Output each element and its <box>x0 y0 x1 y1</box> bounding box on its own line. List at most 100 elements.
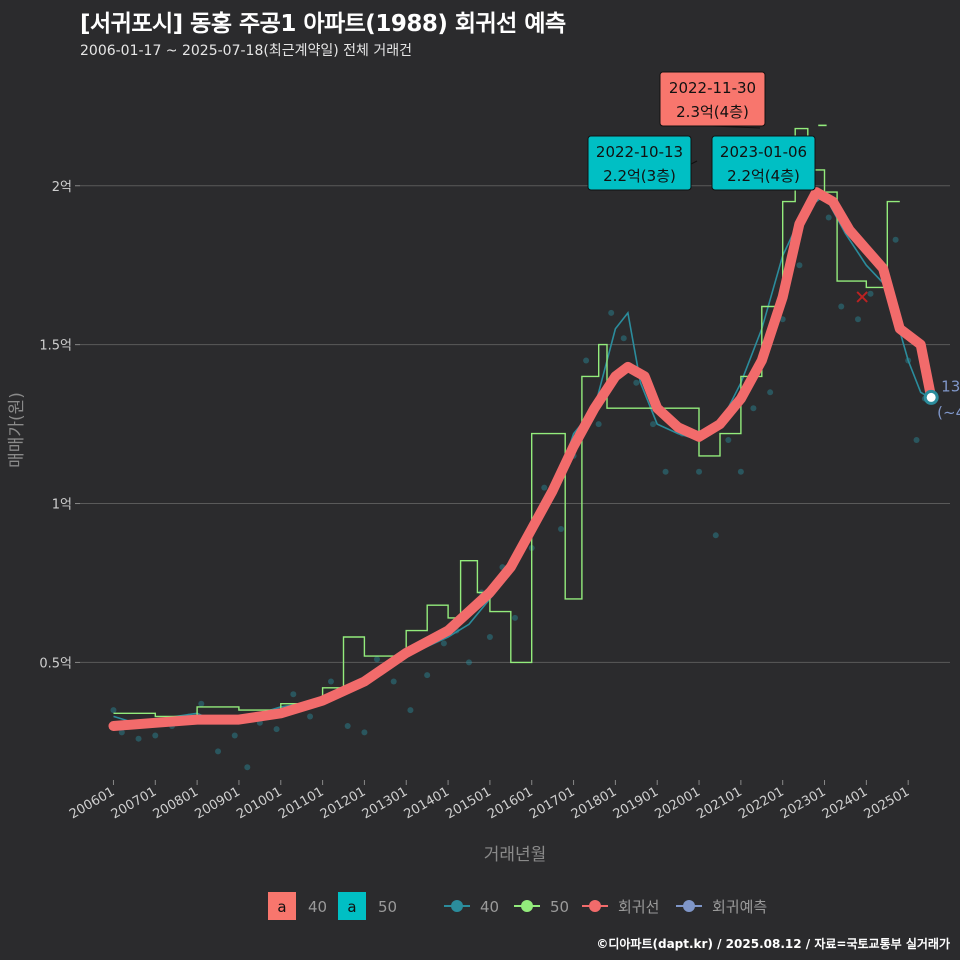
scatter-point <box>390 678 397 685</box>
scatter-point <box>620 335 627 342</box>
x-tick-label: 200801 <box>151 784 201 822</box>
x-tick-label: 202101 <box>694 784 744 822</box>
scatter-point <box>465 659 472 666</box>
chart-title: [서귀포시] 동홍 주공1 아파트(1988) 회귀선 예측 <box>80 11 566 37</box>
legend-line-label: 회귀예측 <box>712 898 767 916</box>
legend-fill-key: a <box>347 898 356 916</box>
scatter-point <box>696 468 703 475</box>
legend-line-dot <box>451 900 463 912</box>
scatter-point <box>662 468 669 475</box>
legend-line-label: 50 <box>550 898 569 916</box>
y-tick-label: 1억 <box>52 498 72 513</box>
x-tick-label: 201901 <box>611 784 661 822</box>
scatter-point <box>712 532 719 539</box>
scatter-point <box>244 764 251 771</box>
cross-marker <box>856 291 868 303</box>
x-tick-label: 200701 <box>109 784 159 822</box>
x-tick-label: 202401 <box>820 784 870 822</box>
scatter-point <box>737 468 744 475</box>
legend-fill-label: 50 <box>378 898 397 916</box>
x-tick-label: 201201 <box>318 784 368 822</box>
scatter-points <box>110 182 928 771</box>
grid-lines <box>80 185 950 663</box>
x-tick-label: 201601 <box>485 784 535 822</box>
scatter-point <box>486 634 493 640</box>
scatter-point <box>198 700 205 707</box>
annotation-box <box>587 135 692 191</box>
x-tick-label: 200901 <box>192 784 242 822</box>
series-40-line <box>113 194 932 724</box>
annotation-2022-10-13: 2022-10-13 2.2억(3층) <box>587 135 698 191</box>
scatter-point <box>512 614 518 621</box>
x-tick-label: 202001 <box>653 784 703 822</box>
scatter-point <box>767 389 774 396</box>
forecast-value-label: 13,340 <box>941 377 960 395</box>
x-tick-label: 201001 <box>234 784 284 822</box>
x-axis: 2006012007012008012009012010012011012012… <box>67 780 912 822</box>
x-tick-label: 202501 <box>862 784 912 822</box>
scatter-point <box>779 316 786 323</box>
scatter-point <box>273 726 280 733</box>
legend-line-label: 회귀선 <box>618 898 659 916</box>
y-axis-label: 매매가(원) <box>7 392 27 468</box>
scatter-point <box>290 691 297 698</box>
scatter-point <box>892 236 899 243</box>
legend-fill-swatch <box>338 892 366 920</box>
legend-fill-label: 40 <box>308 898 327 916</box>
scatter-point <box>825 214 832 221</box>
annotation-2022-11-30: 2022-11-30 2.3억(4층) <box>659 71 766 129</box>
forecast-point <box>923 389 939 405</box>
x-tick-label: 201301 <box>360 784 410 822</box>
source-caption: ©디아파트(dapt.kr) / 2025.08.12 / 자료=국토교통부 실… <box>596 937 950 951</box>
annotation-date: 2022-11-30 <box>669 79 756 97</box>
annotation-value: 2.2억(4층) <box>727 167 800 185</box>
y-tick-label: 1.5억 <box>39 339 72 354</box>
x-tick-label: 200601 <box>67 784 117 822</box>
legend: a 40 a 50 40 50 회귀선 회귀예측 <box>268 892 767 920</box>
y-axis: 0.5억 1억 1.5억 2억 <box>39 180 80 671</box>
annotation-2023-01-06: 2023-01-06 2.2억(4층) <box>711 135 816 191</box>
scatter-point <box>913 436 920 443</box>
scatter-point <box>373 656 380 663</box>
y-tick-label: 0.5억 <box>39 656 72 671</box>
scatter-point <box>344 722 351 729</box>
forecast-area-label: (~40㎡) <box>937 403 960 421</box>
scatter-point <box>541 484 548 491</box>
scatter-point <box>118 729 125 736</box>
scatter-point <box>867 290 874 297</box>
scatter-point <box>558 525 565 532</box>
x-tick-label: 202201 <box>736 784 786 822</box>
annotation-value: 2.3억(4층) <box>676 103 749 121</box>
series-50-line <box>113 127 900 718</box>
annotations: 13,340 (~40㎡) 2022-11-30 2.3억(4층) 2022-10-13… <box>587 71 960 421</box>
scatter-point <box>633 379 640 386</box>
scatter-point <box>307 713 314 720</box>
x-axis-label: 거래년월 <box>484 845 547 865</box>
scatter-point <box>796 262 803 269</box>
scatter-point <box>608 309 615 316</box>
x-tick-label: 201101 <box>276 784 326 822</box>
annotation-box <box>659 71 766 127</box>
scatter-point <box>407 707 414 714</box>
annotation-date: 2023-01-06 <box>720 143 807 161</box>
scatter-point <box>595 421 602 428</box>
chart-subtitle: 2006-01-17 ~ 2025-07-18(최근계약일) 전체 거래건 <box>80 43 412 59</box>
x-tick-label: 201701 <box>527 784 577 822</box>
scatter-point <box>231 732 238 739</box>
annotation-box <box>711 135 816 191</box>
scatter-point <box>424 672 431 679</box>
scatter-point <box>361 729 368 736</box>
scatter-point <box>215 748 222 755</box>
scatter-point <box>750 405 757 412</box>
x-tick-label: 201501 <box>443 784 493 822</box>
regression-line <box>108 187 937 731</box>
scatter-point <box>327 678 334 685</box>
scatter-point <box>854 316 861 323</box>
scatter-point <box>135 735 142 742</box>
x-tick-label: 201401 <box>402 784 452 822</box>
annotation-date: 2022-10-13 <box>596 143 683 161</box>
scatter-point <box>440 640 447 647</box>
scatter-point <box>110 707 117 714</box>
